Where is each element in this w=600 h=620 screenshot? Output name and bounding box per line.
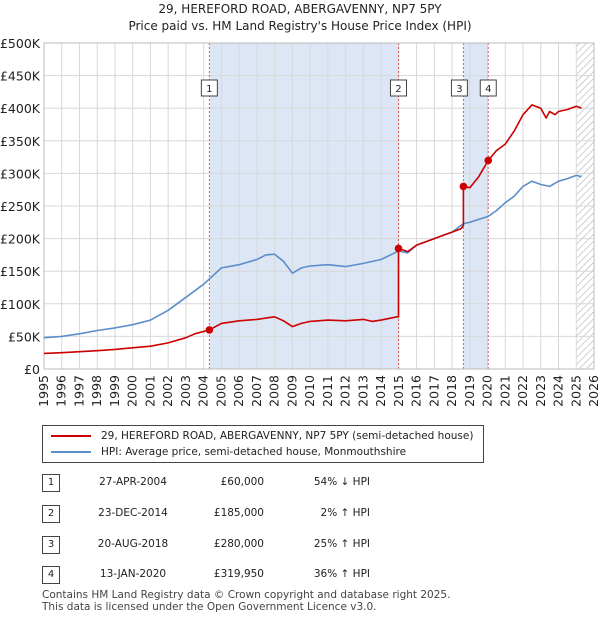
y-tick-label: £200K <box>0 232 41 247</box>
legend-item-property: 29, HEREFORD ROAD, ABERGAVENNY, NP7 5PY … <box>51 429 473 443</box>
transaction-price: £185,000 <box>213 507 264 519</box>
x-tick-label: 1999 <box>107 375 122 407</box>
x-tick-label: 2011 <box>320 375 335 407</box>
x-tick-label: 1998 <box>89 375 104 407</box>
sale-point <box>459 182 468 191</box>
x-tick-label: 2006 <box>231 375 246 407</box>
y-tick-label: £300K <box>0 166 41 181</box>
x-tick-label: 2026 <box>586 375 600 407</box>
x-tick-label: 2014 <box>373 375 388 407</box>
transaction-number: 1 <box>42 474 60 492</box>
sale-point <box>484 156 493 165</box>
x-tick-label: 2022 <box>515 375 530 407</box>
x-tick-label: 2001 <box>142 375 157 407</box>
transaction-row: 1 27-APR-2004 £60,000 54% ↓ HPI <box>42 474 402 492</box>
sale-label-box <box>200 79 218 97</box>
sale-label-box <box>450 79 468 97</box>
x-tick-label: 1995 <box>36 375 51 407</box>
y-tick-label: £50K <box>8 329 41 344</box>
legend-hpi-swatch <box>51 451 91 453</box>
y-tick-label: £150K <box>0 264 41 279</box>
transaction-date: 23-DEC-2014 <box>98 507 168 519</box>
y-tick-label: £450K <box>0 69 41 84</box>
footer-licence: This data is licensed under the Open Gov… <box>42 601 377 613</box>
transaction-row: 2 23-DEC-2014 £185,000 2% ↑ HPI <box>42 505 402 523</box>
x-tick-label: 2024 <box>551 375 566 407</box>
y-tick-label: £250K <box>0 199 41 214</box>
hpi-line <box>43 174 582 339</box>
x-tick-label: 2008 <box>267 375 282 407</box>
x-tick-label: 1997 <box>71 375 86 407</box>
legend-hpi-label: HPI: Average price, semi-detached house,… <box>101 446 407 458</box>
transaction-row: 4 13-JAN-2020 £319,950 36% ↑ HPI <box>42 566 402 584</box>
sale-label-text: 1 <box>206 84 212 95</box>
x-tick-label: 2000 <box>125 375 140 407</box>
chart-title: 29, HEREFORD ROAD, ABERGAVENNY, NP7 5PY <box>158 2 442 16</box>
y-tick-label: £0 <box>24 362 40 377</box>
transaction-date: 27-APR-2004 <box>99 476 167 488</box>
transaction-hpi: 2% ↑ HPI <box>320 507 370 519</box>
transaction-hpi: 25% ↑ HPI <box>313 538 370 550</box>
x-tick-label: 2023 <box>533 375 548 407</box>
x-tick-label: 2009 <box>284 375 299 407</box>
sale-label-text: 4 <box>485 84 491 95</box>
transaction-row: 3 20-AUG-2018 £280,000 25% ↑ HPI <box>42 536 402 554</box>
transaction-price: £60,000 <box>220 476 264 488</box>
y-tick-label: £400K <box>0 101 41 116</box>
x-tick-label: 2004 <box>196 375 211 407</box>
x-tick-label: 2021 <box>497 375 512 407</box>
property-price-line <box>43 104 582 355</box>
x-tick-label: 2012 <box>338 375 353 407</box>
transaction-number: 4 <box>42 566 60 584</box>
x-tick-label: 2002 <box>160 375 175 407</box>
sale-label-box <box>479 79 497 97</box>
x-tick-label: 1996 <box>54 375 69 407</box>
x-tick-label: 2005 <box>213 375 228 407</box>
transaction-date: 20-AUG-2018 <box>97 538 169 550</box>
x-tick-label: 2020 <box>480 375 495 407</box>
transaction-date: 13-JAN-2020 <box>99 568 167 580</box>
transaction-number: 3 <box>42 536 60 554</box>
transaction-hpi: 36% ↑ HPI <box>313 568 370 580</box>
footer-copyright: Contains HM Land Registry data © Crown c… <box>42 589 451 601</box>
sale-label-text: 2 <box>395 84 401 95</box>
x-tick-label: 2017 <box>426 375 441 407</box>
x-tick-label: 2007 <box>249 375 264 407</box>
x-tick-label: 2015 <box>391 375 406 407</box>
x-tick-label: 2018 <box>444 375 459 407</box>
sale-label-text: 3 <box>456 84 462 95</box>
transaction-price: £280,000 <box>213 538 264 550</box>
sale-point <box>394 244 403 253</box>
transaction-price: £319,950 <box>213 568 264 580</box>
x-tick-label: 2010 <box>302 375 317 407</box>
transaction-number: 2 <box>42 505 60 523</box>
plot-frame <box>43 42 595 370</box>
price-chart: £0 £50K £100K £150K £200K £250K £300K £350K £400… <box>0 36 600 407</box>
legend-property-swatch <box>51 435 91 437</box>
legend: 29, HEREFORD ROAD, ABERGAVENNY, NP7 5PY … <box>42 425 484 463</box>
x-tick-label: 2019 <box>462 375 477 407</box>
x-tick-label: 2025 <box>568 375 583 407</box>
sale-label-box <box>389 79 407 97</box>
legend-property-label: 29, HEREFORD ROAD, ABERGAVENNY, NP7 5PY … <box>101 430 474 442</box>
legend-item-hpi: HPI: Average price, semi-detached house,… <box>51 445 406 459</box>
y-tick-label: £350K <box>0 134 41 149</box>
x-tick-label: 2003 <box>178 375 193 407</box>
sale-point <box>205 326 214 334</box>
x-tick-label: 2013 <box>355 375 370 407</box>
y-tick-label: £100K <box>0 297 41 312</box>
chart-subtitle: Price paid vs. HM Land Registry's House … <box>128 19 472 33</box>
y-tick-label: £500K <box>0 36 41 51</box>
transaction-hpi: 54% ↓ HPI <box>313 476 370 488</box>
x-tick-label: 2016 <box>409 375 424 407</box>
